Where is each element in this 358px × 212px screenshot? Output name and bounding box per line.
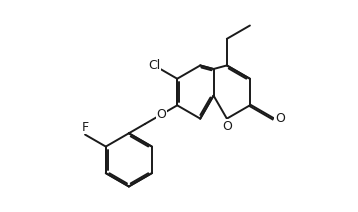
- Text: O: O: [156, 108, 166, 121]
- Text: O: O: [222, 120, 232, 133]
- Text: F: F: [82, 121, 89, 134]
- Text: Cl: Cl: [148, 59, 160, 72]
- Text: O: O: [275, 112, 285, 125]
